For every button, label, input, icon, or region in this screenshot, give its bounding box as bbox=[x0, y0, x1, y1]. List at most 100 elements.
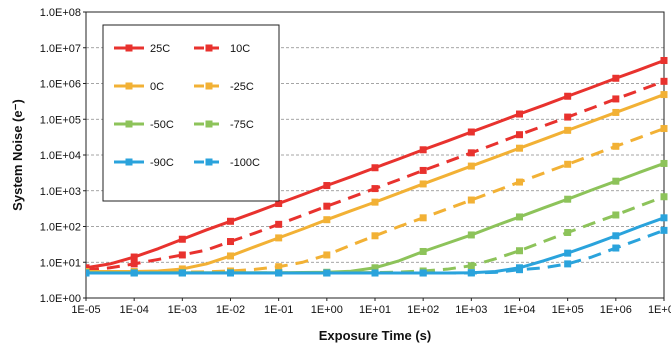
y-tick-label: 1.0E+03 bbox=[40, 186, 81, 198]
data-point-25c bbox=[467, 196, 475, 204]
data-point-25c bbox=[227, 217, 234, 225]
y-tick-label: 1.0E+00 bbox=[40, 293, 81, 305]
data-point-25c bbox=[516, 110, 523, 118]
data-point-100c bbox=[227, 269, 234, 277]
data-point-25c bbox=[564, 160, 572, 168]
legend-marker-0c bbox=[125, 82, 133, 90]
series-25c bbox=[86, 56, 668, 272]
data-point-10c bbox=[323, 202, 331, 210]
data-point-25c bbox=[130, 253, 138, 261]
data-point-75c bbox=[467, 262, 475, 270]
y-axis-tick-labels: 1.0E+00 1.0E+01 1.0E+02 1.0E+03 1.0E+04 1.0E+… bbox=[40, 7, 86, 305]
legend-marker-100c bbox=[205, 158, 213, 166]
data-point-25c bbox=[371, 164, 379, 172]
data-point-25c bbox=[516, 178, 523, 186]
data-point-10c bbox=[227, 238, 234, 246]
x-axis-tick-labels: 1E-05 1E-04 1E-03 1E-02 1E-01 1E+00 1E+01 1E+02… bbox=[71, 298, 671, 316]
data-point-10c bbox=[275, 220, 283, 228]
data-point-100c bbox=[467, 269, 475, 277]
data-point-50c bbox=[516, 213, 523, 221]
y-tick-label: 1.0E+01 bbox=[40, 257, 81, 269]
data-point-25c bbox=[612, 74, 620, 82]
data-point-10c bbox=[371, 185, 379, 193]
data-point-50c bbox=[612, 177, 620, 185]
legend-marker-25c bbox=[125, 44, 133, 52]
data-point-100c bbox=[86, 269, 90, 277]
x-tick-label: 1E-02 bbox=[216, 304, 245, 316]
legend-label-75c: -75C bbox=[230, 119, 254, 131]
x-axis-title: Exposure Time (s) bbox=[319, 328, 431, 343]
data-point-10c bbox=[660, 77, 668, 85]
data-point-25c bbox=[275, 263, 283, 271]
data-point-10c bbox=[178, 251, 186, 259]
legend-box bbox=[102, 24, 280, 202]
data-point-0c bbox=[323, 216, 331, 224]
data-point-75c bbox=[516, 247, 523, 255]
data-point-0c bbox=[227, 252, 234, 260]
data-point-10c bbox=[467, 149, 475, 157]
data-point-100c bbox=[275, 269, 283, 277]
data-point-10c bbox=[612, 95, 620, 103]
data-point-25c bbox=[467, 128, 475, 136]
data-point-25c bbox=[371, 232, 379, 240]
y-tick-label: 1.0E+04 bbox=[40, 150, 81, 162]
data-point-0c bbox=[419, 180, 427, 188]
x-tick-label: 1E+03 bbox=[455, 304, 487, 316]
data-point-100c bbox=[419, 269, 427, 277]
data-point-25c bbox=[419, 214, 427, 222]
data-point-25c bbox=[178, 235, 186, 243]
data-point-75c bbox=[564, 228, 572, 236]
x-tick-label: 1E+06 bbox=[600, 304, 632, 316]
data-point-90c bbox=[564, 249, 572, 257]
data-point-0c bbox=[564, 126, 572, 134]
data-point-0c bbox=[467, 162, 475, 170]
x-tick-label: 1E+05 bbox=[552, 304, 584, 316]
data-point-90c bbox=[612, 232, 620, 240]
x-tick-label: 1E-01 bbox=[264, 304, 293, 316]
series-10c bbox=[86, 77, 668, 274]
legend-label-90c: -90C bbox=[150, 157, 174, 169]
data-point-50c bbox=[371, 264, 379, 272]
y-tick-label: 1.0E+05 bbox=[40, 114, 81, 126]
y-tick-label: 1.0E+08 bbox=[40, 7, 81, 19]
x-tick-label: 1E-04 bbox=[119, 304, 148, 316]
y-tick-label: 1.0E+02 bbox=[40, 222, 81, 234]
legend-label-0c: 0C bbox=[150, 81, 164, 93]
legend-marker-50c bbox=[125, 120, 133, 128]
data-point-50c bbox=[564, 195, 572, 203]
data-point-100c bbox=[660, 226, 668, 234]
x-tick-label: 1E-03 bbox=[168, 304, 197, 316]
data-point-50c bbox=[419, 247, 427, 255]
data-point-100c bbox=[371, 269, 379, 277]
data-point-0c bbox=[275, 234, 283, 242]
data-point-25c bbox=[275, 199, 283, 207]
data-point-0c bbox=[660, 91, 668, 99]
data-point-25c bbox=[564, 92, 572, 100]
legend-marker-10c bbox=[205, 44, 213, 52]
legend: 25C 10C 0C -25C -50C -75C -90C -100C bbox=[102, 24, 280, 202]
data-point-100c bbox=[130, 269, 138, 277]
data-point-50c bbox=[467, 231, 475, 239]
data-point-50c bbox=[660, 159, 668, 167]
x-tick-label: 1E+01 bbox=[359, 304, 391, 316]
data-point-0c bbox=[371, 198, 379, 206]
legend-label-10c: 10C bbox=[230, 43, 250, 55]
legend-marker-75c bbox=[205, 120, 213, 128]
data-point-75c bbox=[612, 211, 620, 219]
x-tick-label: 1E+07 bbox=[648, 304, 671, 316]
data-point-10c bbox=[130, 260, 138, 268]
legend-marker-90c bbox=[125, 158, 133, 166]
data-point-75c bbox=[660, 193, 668, 201]
legend-label-100c: -100C bbox=[230, 157, 260, 169]
data-point-25c bbox=[323, 251, 331, 259]
data-point-25c bbox=[323, 182, 331, 190]
data-point-90c bbox=[660, 214, 668, 222]
data-point-25c bbox=[612, 142, 620, 150]
x-tick-label: 1E+00 bbox=[311, 304, 343, 316]
legend-marker-25c bbox=[205, 82, 213, 90]
series-lines bbox=[86, 56, 668, 277]
data-point-10c bbox=[564, 113, 572, 121]
series-100c bbox=[86, 226, 668, 277]
